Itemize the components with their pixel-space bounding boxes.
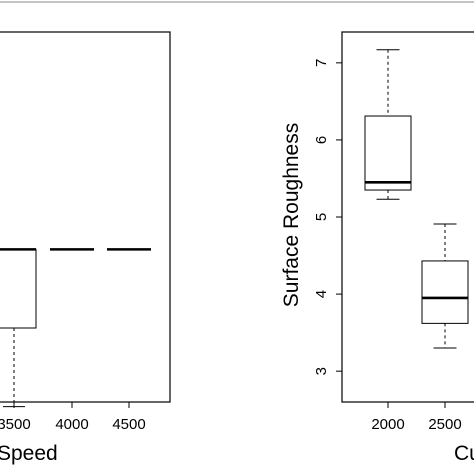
left-x-axis-title: Speed [0,442,58,465]
right-x-axis: 2000 2500 [371,401,474,433]
right-plot-frame [341,31,474,403]
right-y-axis-title: Surface Roughness [280,123,303,307]
left-iqr-box-3500 [0,248,37,329]
right-iqr-box-2500 [421,260,469,324]
left-x-tick-label-4500: 4500 [112,416,145,433]
right-boxes [364,49,469,349]
right-y-tick-label-7: 7 [313,59,330,67]
left-x-axis: 3500 4000 4500 [0,401,146,433]
right-x-tick-label-2000: 2000 [371,416,404,433]
left-x-tick-label-3500: 3500 [0,416,31,433]
left-chart-panel: 3500 4000 4500 Speed [0,31,171,465]
right-y-tick-label-5: 5 [313,213,330,221]
left-plot-frame [0,31,171,403]
left-x-tick-label-4000: 4000 [55,416,88,433]
right-y-axis: 3 4 5 6 7 [313,59,343,375]
left-boxes [0,248,151,408]
right-iqr-box-2000 [364,115,412,191]
right-x-tick-label-2500: 2500 [428,416,461,433]
left-box-3500 [0,248,37,408]
right-x-axis-title: Cu [454,442,474,465]
right-y-tick-label-4: 4 [313,290,330,298]
right-y-tick-label-3: 3 [313,367,330,375]
right-chart-panel: 3 4 5 6 7 2000 2500 Surface Roughness Cu [280,31,474,465]
right-y-tick-label-6: 6 [313,136,330,144]
right-box-2000 [364,49,412,200]
right-box-2500 [421,223,469,349]
